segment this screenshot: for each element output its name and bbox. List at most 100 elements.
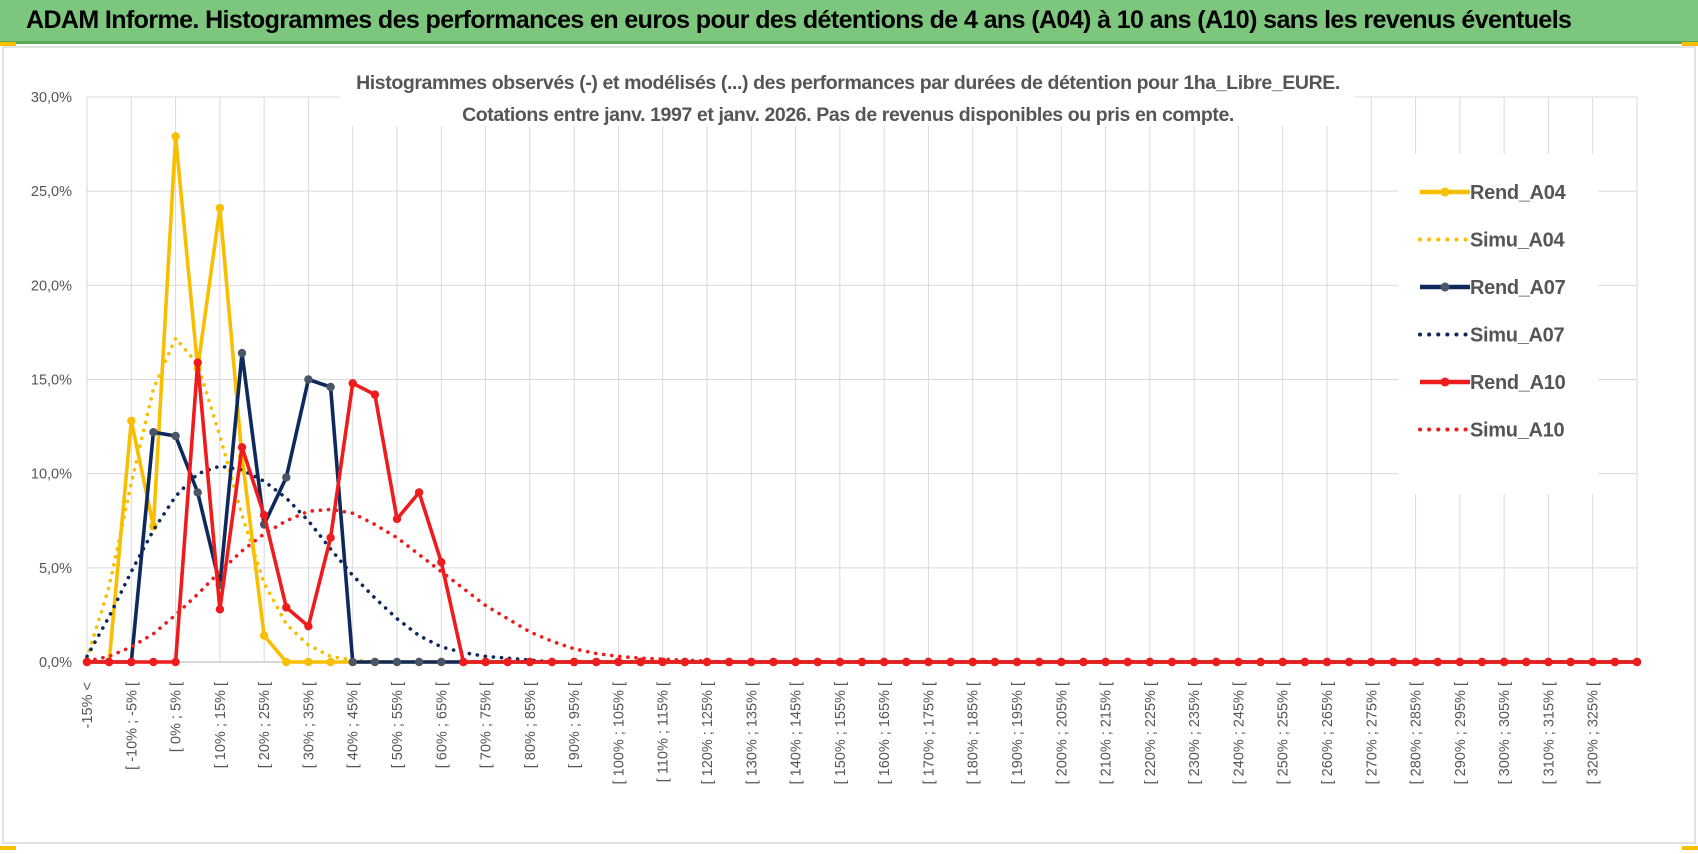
y-tick-label: 0,0%	[39, 655, 72, 671]
data-point	[127, 657, 136, 667]
data-point	[149, 428, 158, 437]
data-point	[1566, 657, 1575, 667]
x-tick-label: [ 290% ; 295% [	[1453, 682, 1469, 784]
data-point	[171, 657, 180, 667]
x-tick-label: [ 180% ; 185% [	[966, 682, 982, 784]
header-banner: ADAM Informe. Histogrammes des performan…	[0, 0, 1698, 44]
data-point	[1322, 657, 1332, 667]
x-tick-label: [ 300% ; 305% [	[1497, 682, 1513, 784]
data-point	[127, 416, 136, 426]
y-axis-tick-labels: 0,0% 5,0% 10,0% 15,0% 20,0% 25,0% 30,0%	[31, 90, 72, 671]
data-point	[193, 488, 202, 497]
x-tick-label: [ 170% ; 175% [	[921, 682, 937, 784]
x-tick-label: [ 150% ; 155% [	[833, 682, 849, 784]
data-point	[1145, 657, 1155, 667]
data-point	[259, 631, 269, 640]
legend-entry-rend_a04: Rend_A04	[1420, 182, 1567, 204]
data-point	[636, 657, 645, 667]
x-tick-label: [ 100% ; 105% [	[611, 682, 627, 784]
x-tick-label: [ 230% ; 235% [	[1187, 682, 1203, 784]
data-point	[1057, 657, 1066, 667]
data-point	[525, 657, 535, 667]
legend-background	[1398, 154, 1598, 494]
corner-mark-bottom-left	[0, 846, 16, 850]
data-point	[149, 657, 158, 667]
data-point	[1123, 657, 1132, 667]
data-point	[1300, 657, 1310, 667]
data-point	[614, 657, 623, 667]
legend-marker	[1440, 377, 1450, 387]
data-point	[215, 605, 225, 614]
data-point	[215, 203, 225, 213]
data-point	[1212, 657, 1221, 667]
data-point	[392, 514, 402, 524]
legend-marker	[1440, 282, 1450, 292]
corner-mark-bottom-right	[1682, 846, 1698, 850]
legend-entry-simu_a04: Simu_A04	[1418, 230, 1566, 252]
data-point	[304, 657, 313, 667]
x-axis-tick-labels: -15% < [ -10% ; -5% [[ 0% ; 5% [[ 10% ; 1…	[80, 682, 1602, 784]
x-tick-label: [ 320% ; 325% [	[1586, 682, 1602, 784]
data-point	[171, 132, 180, 141]
data-point	[259, 510, 269, 520]
histogram-chart: Histogrammes observés (-) et modélisés (…	[2, 46, 1696, 844]
legend-label: Simu_A04	[1470, 230, 1565, 252]
corner-mark-top-left	[0, 42, 16, 46]
data-point	[990, 657, 1000, 667]
data-point	[791, 657, 800, 667]
data-point	[326, 533, 335, 542]
x-tick-label: [ 90% ; 95% [	[567, 682, 583, 768]
data-point	[237, 443, 247, 452]
data-point	[1234, 657, 1243, 667]
data-point	[193, 358, 202, 367]
data-point	[968, 657, 977, 667]
x-tick-label: [ 160% ; 165% [	[877, 682, 893, 784]
legend-entry-rend_a10: Rend_A10	[1420, 372, 1566, 394]
x-tick-label: [ 260% ; 265% [	[1320, 682, 1336, 784]
y-tick-label: 5,0%	[39, 561, 72, 577]
data-point	[392, 657, 402, 667]
x-tick-label: [ 190% ; 195% [	[1010, 682, 1026, 784]
x-tick-label: [ 120% ; 125% [	[700, 682, 716, 784]
legend-label: Rend_A10	[1470, 372, 1566, 394]
data-point	[171, 431, 180, 441]
data-point	[724, 657, 734, 667]
data-point	[414, 657, 424, 667]
x-tick-label: [ 200% ; 205% [	[1054, 682, 1070, 784]
data-point	[592, 657, 601, 667]
x-tick-label: [ 310% ; 315% [	[1541, 682, 1557, 784]
x-tick-label: [ 20% ; 25% [	[257, 682, 273, 768]
data-point	[304, 375, 313, 384]
data-point	[104, 657, 114, 667]
data-point	[437, 558, 446, 567]
data-point	[348, 657, 357, 667]
chart-title-line-2: Cotations entre janv. 1997 et janv. 2026…	[462, 104, 1234, 126]
legend-label: Rend_A07	[1470, 277, 1566, 299]
x-tick-label: [ 140% ; 145% [	[789, 682, 805, 784]
x-tick-label: [ 210% ; 215% [	[1099, 682, 1115, 784]
data-point	[1544, 657, 1553, 667]
legend-entry-simu_a10: Simu_A10	[1418, 420, 1565, 442]
data-point	[1411, 657, 1420, 667]
series-simu_a07	[85, 464, 1639, 664]
x-tick-label: [ 50% ; 55% [	[390, 682, 406, 768]
corner-mark-top-right	[1682, 42, 1698, 46]
x-tick-label: [ -10% ; -5% [	[124, 682, 140, 770]
x-tick-label: [ 220% ; 225% [	[1143, 682, 1159, 784]
x-tick-label: [ 280% ; 285% [	[1409, 682, 1425, 784]
data-point	[370, 390, 380, 399]
x-tick-label: [ 240% ; 245% [	[1231, 682, 1247, 784]
data-point	[437, 657, 446, 667]
data-point	[326, 657, 335, 667]
legend-label: Rend_A04	[1470, 182, 1567, 204]
header-title: ADAM Informe. Histogrammes des performan…	[26, 6, 1572, 34]
data-point	[813, 657, 822, 667]
x-tick-label: [ 250% ; 255% [	[1276, 682, 1292, 784]
x-tick-label: -15% <	[80, 682, 96, 728]
legend-marker	[1440, 187, 1450, 197]
data-point	[459, 657, 468, 667]
legend-label: Simu_A07	[1470, 325, 1564, 347]
x-tick-label: [ 110% ; 115% [	[656, 682, 672, 782]
legend-entry-simu_a07: Simu_A07	[1418, 325, 1565, 347]
series	[82, 132, 1642, 667]
